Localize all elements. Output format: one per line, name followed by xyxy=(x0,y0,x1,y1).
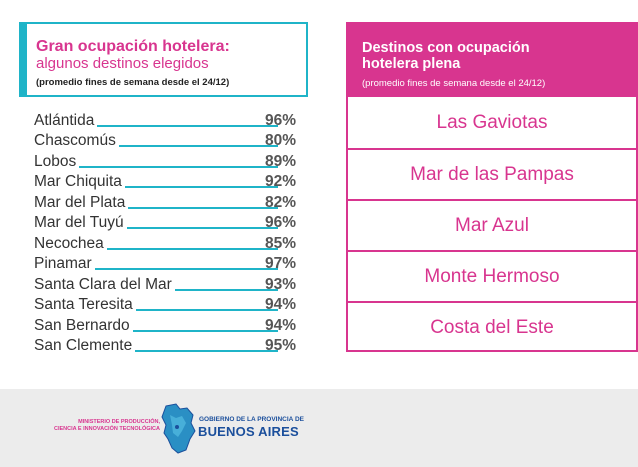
leader-line xyxy=(79,165,278,168)
right-title-line2: hotelera plena xyxy=(362,56,461,72)
list-item: Pinamar 97% xyxy=(34,253,298,274)
occupancy-percent: 96% xyxy=(264,214,296,231)
occupancy-percent: 93% xyxy=(264,275,296,293)
destination-name: Santa Teresita xyxy=(34,296,133,313)
destination-cell: Mar de las Pampas xyxy=(348,148,636,199)
leader-line xyxy=(97,124,278,127)
leader-line xyxy=(124,186,278,188)
destination-name: Mar del Plata xyxy=(34,193,126,211)
left-title: Gran ocupación hotelera: xyxy=(36,38,230,55)
occupancy-percent: 82% xyxy=(264,193,296,211)
destination-cell: Las Gaviotas xyxy=(436,111,548,133)
occupancy-percent: 94% xyxy=(264,296,296,313)
destination-cell: Costa del Este xyxy=(348,301,636,352)
left-note: (promedio fines de semana desde el 24/12… xyxy=(36,77,230,88)
destination-name: Pinamar xyxy=(34,255,92,272)
leader-line xyxy=(118,145,278,147)
occupancy-percent: 92% xyxy=(264,173,296,190)
leader-line xyxy=(132,329,278,332)
leader-line xyxy=(94,268,278,270)
list-item: Necochea 85% xyxy=(34,232,298,253)
province-name: BUENOS AIRES xyxy=(198,424,299,439)
destination-name: Atlántida xyxy=(34,111,95,129)
destination-name: Mar Chiquita xyxy=(34,173,122,190)
ministry-line2: Ciencia e Innovación Tecnológica xyxy=(53,426,160,432)
leader-line xyxy=(126,227,278,229)
province-map-icon xyxy=(161,403,196,454)
list-item: Santa Teresita 94% xyxy=(34,294,298,315)
destination-name: San Clemente xyxy=(34,337,133,354)
leader-line xyxy=(135,350,278,352)
destination-name: Lobos xyxy=(34,152,77,170)
left-subtitle: algunos destinos elegidos xyxy=(36,55,209,72)
list-item: San Clemente 95% xyxy=(34,335,298,356)
list-item: Mar Chiquita 92% xyxy=(34,171,298,192)
occupancy-percent: 97% xyxy=(264,255,296,272)
occupancy-percent: 94% xyxy=(264,316,296,334)
ministry-text: Ministerio de Producción, Ciencia e Inno… xyxy=(50,419,160,433)
left-header-box: Gran ocupación hotelera: algunos destino… xyxy=(19,22,308,97)
right-title-line1: Destinos con ocupación xyxy=(362,40,530,56)
occupancy-percent: 95% xyxy=(264,337,296,354)
destination-name: Santa Clara del Mar xyxy=(34,275,172,293)
right-note: (promedio fines de semana desde el 24/12… xyxy=(362,78,546,89)
occupancy-percent: 89% xyxy=(264,152,296,170)
list-item: Mar del Tuyú 96% xyxy=(34,212,298,233)
ministry-line1: Ministerio de Producción, xyxy=(78,419,160,425)
leader-line xyxy=(174,288,278,291)
government-label: GOBIERNO DE LA PROVINCIA DE xyxy=(199,416,304,423)
list-item: San Bernardo 94% xyxy=(34,314,298,335)
destination-name: San Bernardo xyxy=(34,316,130,334)
right-title: Destinos con ocupación hotelera plena xyxy=(362,40,530,72)
destination-name: Mar del Tuyú xyxy=(34,214,124,231)
destination-cell: Mar Azul xyxy=(348,199,636,250)
destination-name: Chascomús xyxy=(34,132,116,149)
right-header: Destinos con ocupación hotelera plena (pr… xyxy=(348,24,636,97)
occupancy-list: Atlántida 96% Chascomús 80% Lobos 89% Mar C… xyxy=(34,109,298,355)
list-item: Santa Clara del Mar 93% xyxy=(34,273,298,294)
list-item: Atlántida 96% xyxy=(34,109,298,130)
list-item: Mar del Plata 82% xyxy=(34,191,298,212)
occupancy-percent: 96% xyxy=(264,111,296,129)
destination-name: Necochea xyxy=(34,234,104,252)
leader-line xyxy=(106,247,278,250)
list-item: Chascomús 80% xyxy=(34,130,298,151)
leader-line xyxy=(135,309,278,311)
full-occupancy-panel: Destinos con ocupación hotelera plena (pr… xyxy=(346,22,638,352)
occupancy-percent: 80% xyxy=(264,132,296,149)
occupancy-percent: 85% xyxy=(264,234,296,252)
destination-cell: Monte Hermoso xyxy=(348,250,636,301)
leader-line xyxy=(128,206,278,209)
list-item: Lobos 89% xyxy=(34,150,298,171)
footer: Ministerio de Producción, Ciencia e Inno… xyxy=(0,389,638,467)
